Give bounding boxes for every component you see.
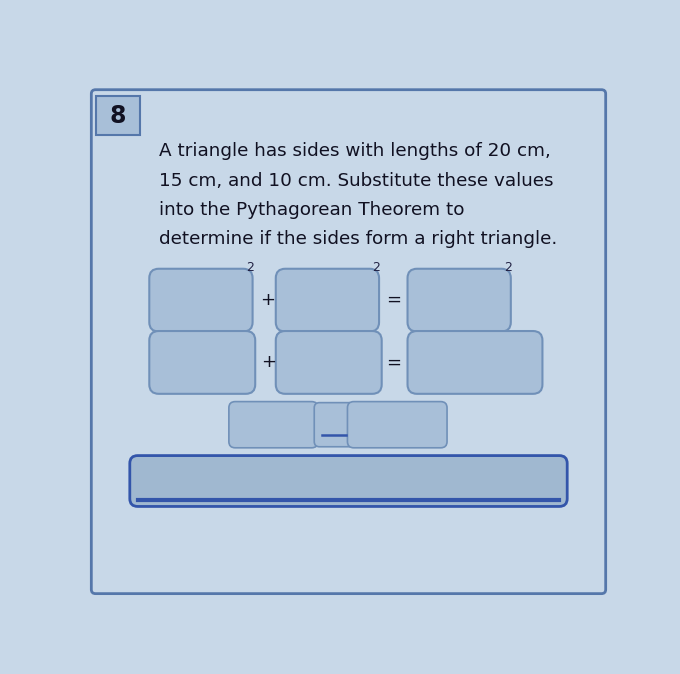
Text: =: = — [386, 353, 401, 371]
Text: +: + — [260, 291, 275, 309]
FancyBboxPatch shape — [407, 331, 543, 394]
Text: =: = — [386, 291, 401, 309]
FancyBboxPatch shape — [150, 331, 255, 394]
FancyBboxPatch shape — [407, 269, 511, 332]
Text: into the Pythagorean Theorem to: into the Pythagorean Theorem to — [158, 201, 464, 218]
Text: +: + — [261, 353, 276, 371]
FancyBboxPatch shape — [130, 456, 567, 506]
FancyBboxPatch shape — [347, 402, 447, 448]
Text: 15 cm, and 10 cm. Substitute these values: 15 cm, and 10 cm. Substitute these value… — [158, 171, 554, 189]
Text: 2: 2 — [504, 261, 512, 274]
FancyBboxPatch shape — [95, 96, 140, 135]
Text: 2: 2 — [372, 261, 380, 274]
FancyBboxPatch shape — [229, 402, 318, 448]
Text: A triangle has sides with lengths of 20 cm,: A triangle has sides with lengths of 20 … — [158, 142, 551, 160]
FancyBboxPatch shape — [150, 269, 252, 332]
FancyBboxPatch shape — [314, 402, 354, 447]
Text: 8: 8 — [109, 104, 126, 128]
Text: determine if the sides form a right triangle.: determine if the sides form a right tria… — [158, 230, 557, 247]
FancyBboxPatch shape — [91, 90, 606, 594]
FancyBboxPatch shape — [276, 331, 381, 394]
Text: 2: 2 — [245, 261, 254, 274]
FancyBboxPatch shape — [276, 269, 379, 332]
